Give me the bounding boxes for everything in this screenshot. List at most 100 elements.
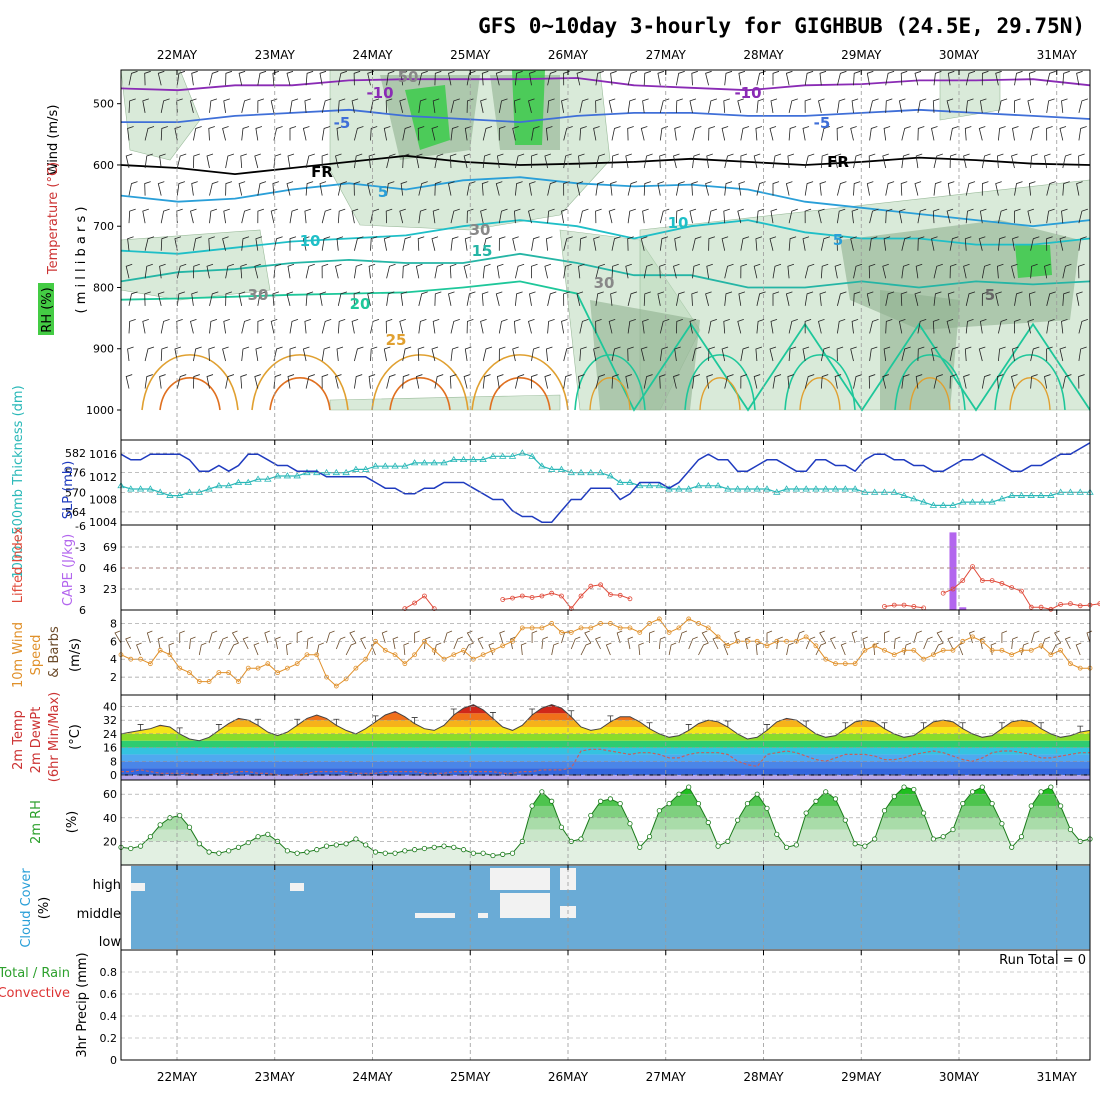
wind-barb	[563, 126, 573, 141]
thickness-marker	[264, 475, 272, 482]
lifted-index-marker	[1048, 606, 1054, 612]
wind-barb	[595, 291, 604, 306]
wind-barb	[627, 70, 638, 86]
wind-barb	[692, 126, 702, 141]
wind-barb	[193, 153, 200, 169]
wind10m-speed-marker	[568, 629, 574, 635]
wind10m-speed-marker	[1009, 652, 1015, 658]
wind10m-barb	[443, 630, 453, 644]
thickness-marker	[166, 491, 174, 498]
lifted-index-axis-label: Lifted Index	[11, 526, 26, 603]
thickness-marker	[518, 449, 527, 456]
wind10m-speed-marker	[187, 670, 192, 676]
thickness-marker	[156, 488, 164, 495]
thickness-marker	[743, 485, 752, 492]
wind-barb	[563, 291, 570, 306]
precip-tick-label: 0.2	[100, 1032, 118, 1045]
wind-barb	[415, 153, 423, 169]
wind-barb	[417, 126, 425, 141]
thickness-marker	[870, 488, 879, 495]
wind-barb	[659, 126, 669, 141]
wind10m-speed-marker	[382, 647, 388, 653]
wind10m-speed-marker	[1058, 647, 1064, 653]
wind-barb	[676, 208, 683, 224]
wind-barb	[302, 126, 310, 141]
wind-barb	[692, 263, 701, 279]
wind-barb	[1076, 181, 1083, 196]
wind-barb	[708, 319, 718, 334]
wind10m-barb	[403, 642, 409, 656]
isotherm-line	[120, 219, 1091, 255]
wind-barb	[659, 208, 670, 224]
wind-barb	[578, 263, 585, 279]
wind-barb	[515, 263, 525, 279]
wind-barb	[174, 346, 182, 362]
wind-barb	[753, 263, 761, 279]
wind-barb	[1059, 346, 1067, 362]
wind-barb	[286, 181, 294, 196]
wind-barb	[1078, 153, 1085, 169]
wind-barb	[869, 208, 879, 224]
rh2m-marker	[470, 850, 476, 856]
wind10m-barb	[335, 636, 346, 650]
thickness-marker	[547, 465, 556, 472]
wind-barb	[225, 70, 233, 86]
wind-barb	[367, 181, 374, 196]
wind10m-speed-marker	[461, 647, 466, 653]
wind-barb	[383, 236, 391, 251]
rh2m-marker	[627, 821, 633, 827]
thickness-marker	[1027, 491, 1035, 498]
wind10m-speed-marker	[901, 647, 907, 653]
thickness-marker	[450, 455, 458, 463]
thickness-marker	[459, 455, 468, 463]
wind-barb	[949, 153, 957, 169]
rh2m-marker	[294, 850, 300, 856]
wind-barb	[399, 208, 406, 224]
lifted-index-marker	[891, 602, 897, 608]
thickness-marker	[1037, 491, 1045, 498]
wind10m-speed-marker	[833, 661, 838, 667]
precip-tick-label: 0.4	[100, 1010, 118, 1023]
temp-minmax-whisker	[764, 724, 770, 731]
lifted-index-marker	[970, 564, 975, 569]
wind-barb	[464, 126, 472, 141]
wind-barb	[818, 98, 825, 113]
wind-barb	[981, 374, 991, 389]
wind-barb	[1027, 208, 1035, 224]
rh-band	[121, 805, 1090, 818]
wind-barb	[708, 98, 718, 113]
rh2m-marker	[921, 810, 927, 816]
wind-barb	[659, 236, 669, 251]
wind-barb	[978, 126, 986, 141]
wind-barb	[319, 70, 327, 86]
temp-tick-label: 40	[103, 700, 117, 713]
wind-barb	[418, 208, 427, 224]
rh2m-marker	[901, 784, 907, 790]
wind-barb	[367, 70, 374, 86]
wind-barb	[578, 374, 585, 389]
wind-barb	[531, 346, 540, 362]
wind-barb	[850, 346, 857, 362]
wind-barb	[286, 70, 294, 86]
precip-total-legend: Total / Rain	[0, 966, 70, 981]
temp-minmax-whisker	[881, 722, 888, 729]
wind-barb	[286, 291, 294, 306]
wind-barb	[160, 346, 168, 362]
wind-barb	[885, 291, 895, 306]
wind10m-barb	[947, 636, 954, 650]
thickness-marker	[1076, 488, 1084, 495]
wind-barb	[238, 291, 246, 306]
wind-barb	[900, 291, 908, 306]
wind10m-speed-marker	[686, 616, 692, 622]
lifted-index-marker	[617, 592, 623, 598]
rh2m-marker	[226, 848, 232, 854]
wind-barb	[578, 153, 585, 169]
thickness-marker	[812, 485, 820, 492]
rh2m-marker	[872, 836, 878, 842]
wind10m-speed-marker	[177, 665, 183, 671]
rh-shade-dark-region	[590, 300, 700, 410]
thickness-marker	[724, 485, 732, 492]
wind-barb	[898, 98, 906, 113]
wind-barb	[531, 263, 538, 279]
wind-barb	[901, 263, 910, 279]
